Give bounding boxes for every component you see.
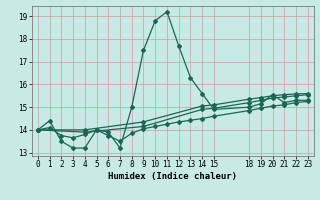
X-axis label: Humidex (Indice chaleur): Humidex (Indice chaleur) (108, 172, 237, 181)
